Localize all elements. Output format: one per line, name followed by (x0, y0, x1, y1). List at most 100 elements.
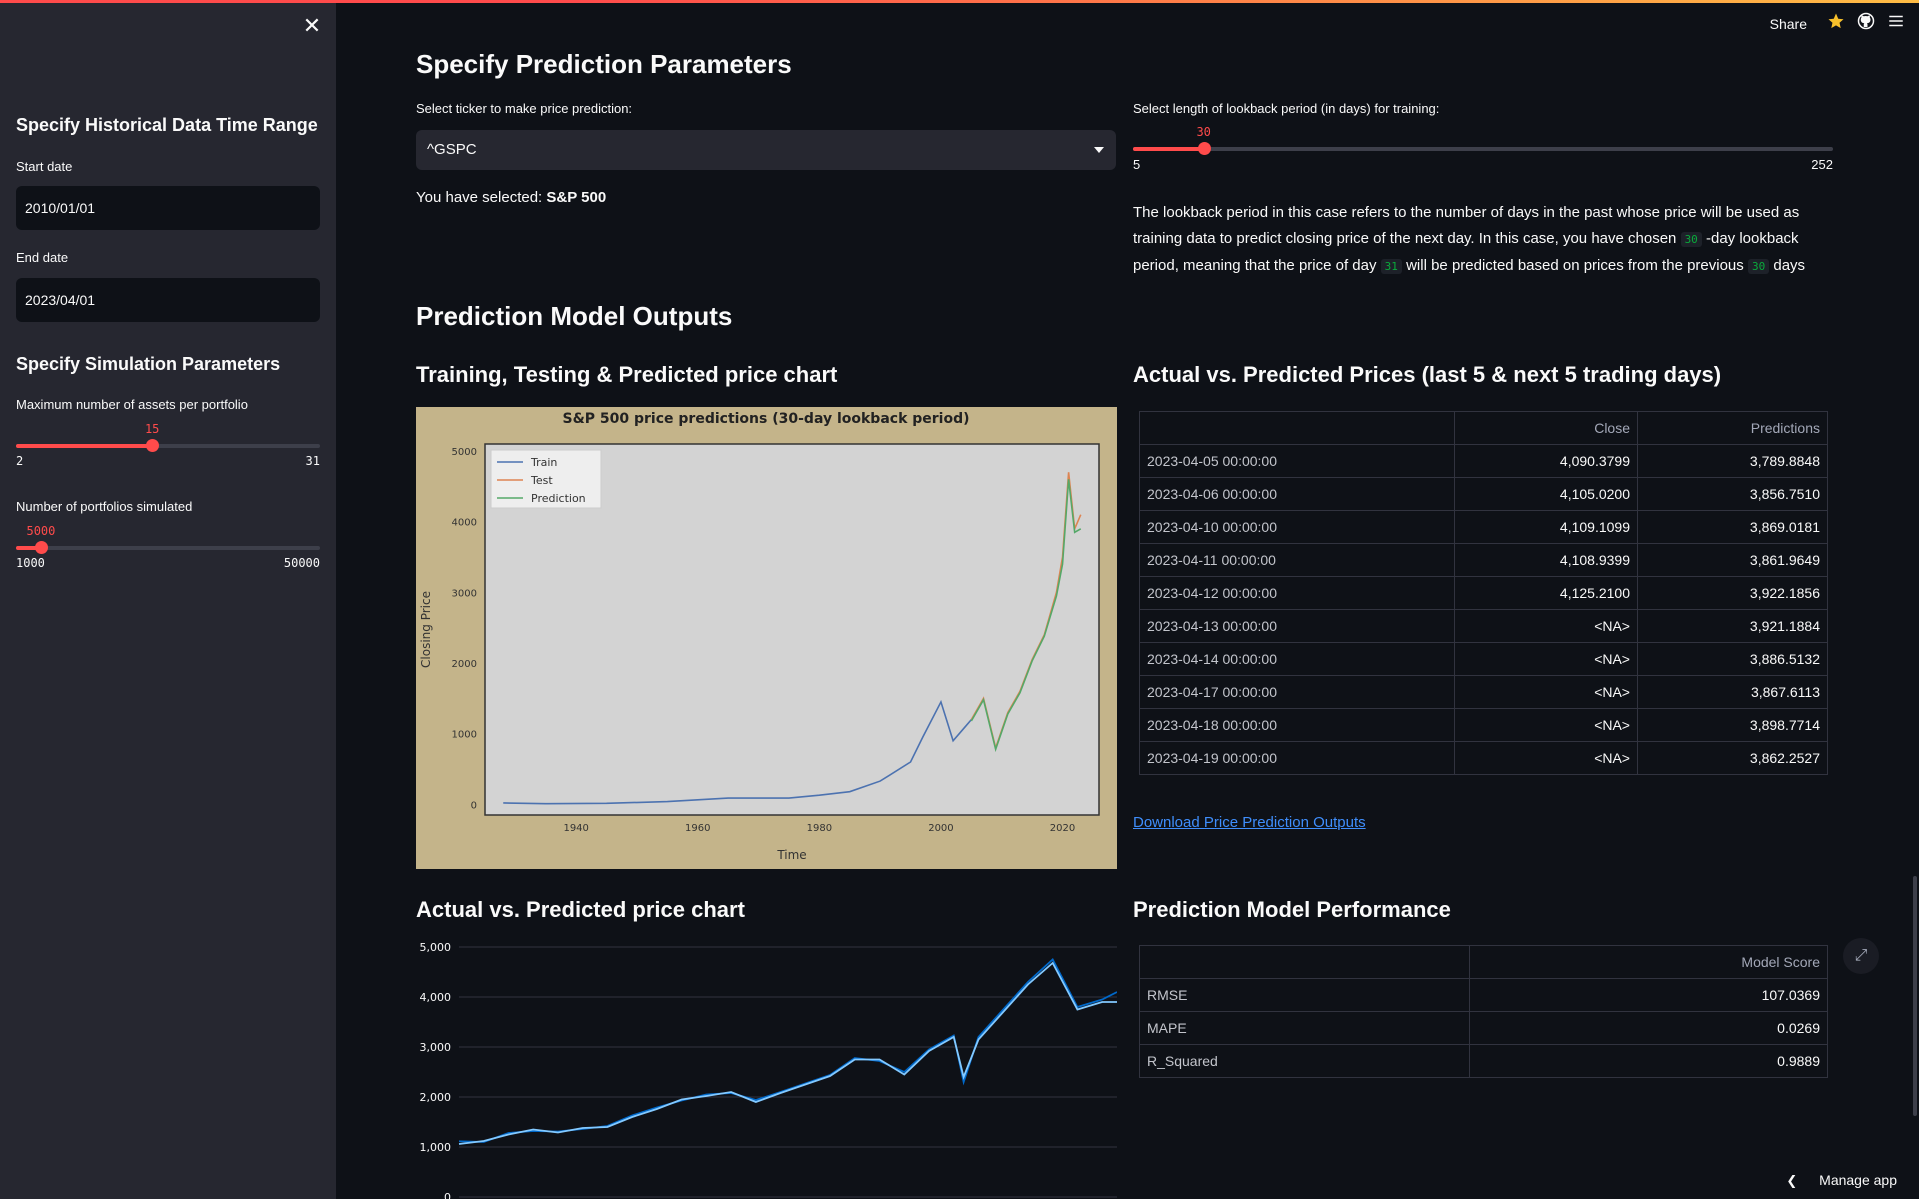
hist-range-heading: Specify Historical Data Time Range (16, 115, 318, 135)
column-header[interactable] (1139, 411, 1455, 445)
column-header[interactable]: Model Score (1469, 945, 1828, 979)
ticker-select-label: Select ticker to make price prediction: (416, 101, 633, 116)
slider-value: 15 (144, 422, 160, 436)
table-cell: 3,921.1884 (1637, 609, 1828, 643)
selected-prefix: You have selected: (416, 189, 543, 206)
x-tick-label: 1980 (807, 823, 832, 834)
table-header-row: Model Score (1139, 945, 1828, 979)
y-tick-label: 5,000 (420, 941, 452, 954)
table-cell: 3,789.8848 (1637, 444, 1828, 478)
row-index-cell: 2023-04-11 00:00:00 (1139, 543, 1455, 577)
selected-ticker-text: You have selected: S&P 500 (416, 189, 606, 206)
lookback-days-code: 30 (1680, 232, 1702, 247)
slider-thumb[interactable] (1197, 142, 1211, 155)
y-tick-label: 0 (471, 800, 477, 811)
ticker-select[interactable]: ^GSPC (416, 130, 1116, 170)
column-header[interactable]: Predictions (1637, 411, 1828, 445)
slider-max: 50000 (283, 556, 320, 570)
max-assets-slider[interactable]: 15 2 31 (16, 422, 320, 468)
predicted-day-code: 31 (1380, 259, 1402, 274)
row-index-cell: 2023-04-13 00:00:00 (1139, 609, 1455, 643)
row-index-cell: RMSE (1139, 978, 1470, 1012)
table-cell: 4,108.9399 (1454, 543, 1638, 577)
series-line (458, 958, 1118, 1143)
star-icon[interactable] (1827, 12, 1845, 35)
num-portfolios-slider[interactable]: 5000 1000 50000 (16, 524, 320, 570)
table-cell: 4,105.0200 (1454, 477, 1638, 511)
y-axis-label: Closing Price (419, 591, 433, 668)
table-row: RMSE 107.0369 (1139, 978, 1828, 1012)
table-row: 2023-04-11 00:00:00 4,108.9399 3,861.9649 (1139, 543, 1828, 577)
table-cell: 107.0369 (1469, 978, 1828, 1012)
actual-chart-heading: Actual vs. Predicted price chart (416, 897, 745, 922)
top-decoration-bar (0, 0, 1919, 3)
outputs-heading: Prediction Model Outputs (416, 301, 733, 331)
sidebar: ✕ Specify Historical Data Time Range Sta… (0, 0, 336, 1199)
series-line-train (503, 699, 972, 805)
start-date-input[interactable] (16, 186, 320, 230)
table-row: R_Squared 0.9889 (1139, 1044, 1828, 1078)
performance-table: Model Score RMSE 107.0369 MAPE 0.0269 R_Squa… (1139, 945, 1828, 1078)
row-index-cell: R_Squared (1139, 1044, 1470, 1078)
train-chart-heading: Training, Testing & Predicted price char… (416, 362, 838, 387)
hamburger-menu-icon[interactable] (1887, 12, 1905, 35)
column-header[interactable]: Close (1454, 411, 1638, 445)
table-row: 2023-04-18 00:00:00 <NA> 3,898.7714 (1139, 708, 1828, 742)
chevron-down-icon (1094, 147, 1104, 153)
ticker-selected-value: ^GSPC (427, 141, 477, 158)
actual-vs-predicted-chart: 0 1,000 2,000 3,000 4,000 5,000 (416, 935, 1118, 1199)
table-cell: 3,869.0181 (1637, 510, 1828, 544)
table-row: 2023-04-17 00:00:00 <NA> 3,867.6113 (1139, 675, 1828, 709)
download-outputs-link[interactable]: Download Price Prediction Outputs (1133, 814, 1366, 831)
column-header[interactable] (1139, 945, 1470, 979)
slider-value: 30 (1196, 125, 1211, 139)
slider-fill (16, 444, 153, 448)
close-icon[interactable]: ✕ (302, 13, 322, 38)
table-row: 2023-04-19 00:00:00 <NA> 3,862.2527 (1139, 741, 1828, 775)
y-tick-label: 1,000 (420, 1141, 452, 1154)
row-index-cell: 2023-04-18 00:00:00 (1139, 708, 1455, 742)
table-row: 2023-04-06 00:00:00 4,105.0200 3,856.7510 (1139, 477, 1828, 511)
end-date-input[interactable] (16, 278, 320, 322)
expand-icon[interactable]: ⤢ (1843, 938, 1879, 974)
table-cell: 4,109.1099 (1454, 510, 1638, 544)
table-row: 2023-04-13 00:00:00 <NA> 3,921.1884 (1139, 609, 1828, 643)
table-cell: 3,922.1856 (1637, 576, 1828, 610)
end-date-label: End date (16, 250, 69, 265)
table-cell: 3,856.7510 (1637, 477, 1828, 511)
legend-label: Test (530, 474, 553, 487)
share-button[interactable]: Share (1769, 15, 1807, 32)
table-cell: <NA> (1454, 609, 1638, 643)
start-date-label: Start date (16, 159, 73, 174)
table-cell: <NA> (1454, 642, 1638, 676)
row-index-cell: MAPE (1139, 1011, 1470, 1045)
x-tick-label: 2020 (1050, 823, 1075, 834)
series-line (458, 961, 1117, 1145)
slider-max: 31 (305, 454, 320, 468)
num-portfolios-label: Number of portfolios simulated (16, 499, 193, 514)
slider-min: 1000 (16, 556, 45, 570)
table-row: 2023-04-05 00:00:00 4,090.3799 3,789.8848 (1139, 444, 1828, 478)
y-tick-label: 4,000 (420, 991, 452, 1004)
prices-table-heading: Actual vs. Predicted Prices (last 5 & ne… (1133, 362, 1722, 387)
table-cell: 3,898.7714 (1637, 708, 1828, 742)
table-cell: 0.0269 (1469, 1011, 1828, 1045)
lookback-label: Select length of lookback period (in day… (1133, 101, 1440, 116)
table-row: 2023-04-14 00:00:00 <NA> 3,886.5132 (1139, 642, 1828, 676)
row-index-cell: 2023-04-06 00:00:00 (1139, 477, 1455, 511)
github-icon[interactable] (1857, 12, 1875, 35)
scrollbar[interactable] (1913, 876, 1917, 1116)
x-tick-label: 1940 (563, 823, 588, 834)
y-tick-label: 5000 (452, 447, 477, 458)
row-index-cell: 2023-04-12 00:00:00 (1139, 576, 1455, 610)
slider-fill (16, 546, 41, 550)
table-cell: 3,867.6113 (1637, 675, 1828, 709)
table-cell: 4,090.3799 (1454, 444, 1638, 478)
table-cell: <NA> (1454, 675, 1638, 709)
table-cell: 4,125.2100 (1454, 576, 1638, 610)
train-test-prediction-chart: S&P 500 price predictions (30-day lookba… (416, 407, 1117, 869)
slider-thumb[interactable] (34, 541, 48, 554)
lookback-slider[interactable]: 30 5 252 (1133, 125, 1833, 172)
manage-app-button[interactable]: ❮ Manage app (1786, 1172, 1897, 1189)
slider-thumb[interactable] (146, 439, 160, 452)
